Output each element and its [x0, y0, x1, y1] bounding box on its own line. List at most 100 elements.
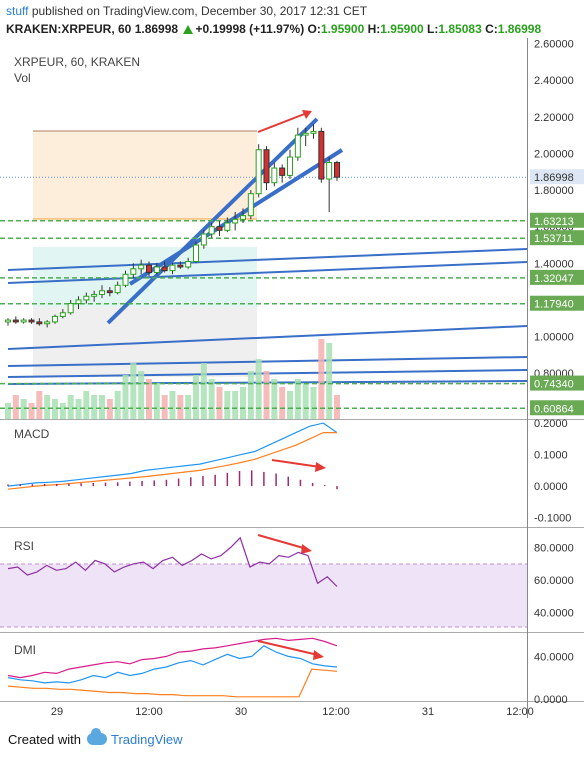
candle-body	[161, 266, 168, 272]
volume-bar	[83, 391, 90, 419]
macd-legend: MACD	[14, 427, 50, 441]
arrow-head-icon	[313, 650, 324, 660]
last-price: 1.86998	[134, 22, 179, 36]
price-axis-label: 2.00000	[534, 148, 574, 160]
volume-bar	[216, 387, 223, 419]
price-level-label-bg	[530, 400, 584, 416]
candle-body	[99, 290, 105, 295]
volume-bar	[326, 343, 333, 419]
candle-body	[44, 321, 51, 325]
publish-info: stuff published on TradingView.com, Dece…	[6, 4, 367, 18]
volume-bar	[5, 403, 11, 419]
time-axis-label: 12:00	[135, 706, 163, 718]
close-label: C:	[485, 22, 498, 36]
candle-body	[287, 156, 293, 176]
volume-bar	[12, 395, 19, 419]
candle-body	[12, 319, 19, 323]
volume-bar	[153, 383, 160, 419]
tradingview-logo-icon	[86, 728, 107, 745]
publish-text: published on TradingView.com, December 3…	[31, 4, 368, 18]
candle-body	[200, 233, 207, 246]
rsi-axis-label: 80.0000	[534, 543, 574, 555]
candle-body	[310, 130, 317, 134]
volume-bar	[122, 375, 129, 419]
volume-bar	[44, 395, 51, 419]
trendline-2[interactable]	[7, 261, 528, 284]
volume-bar	[310, 387, 317, 419]
rsi-legend: RSI	[14, 539, 34, 553]
rsi-series-line	[7, 536, 338, 587]
candle-body	[232, 218, 239, 224]
symbol-label: KRAKEN:XRPEUR, 60	[6, 22, 132, 36]
arrow-head-icon	[315, 462, 326, 472]
rsi-axis-label: 60.0000	[534, 575, 574, 587]
tradingview-link[interactable]: TradingView	[110, 732, 183, 747]
volume-bar	[279, 387, 286, 419]
volume-bar	[271, 379, 278, 419]
candle-body	[208, 226, 215, 235]
candle-body	[5, 319, 11, 323]
trendline-1[interactable]	[7, 248, 528, 271]
candle-body	[177, 264, 184, 268]
candle-body	[224, 222, 231, 231]
divergence-arrow-macd	[271, 459, 321, 468]
volume-bar	[318, 339, 325, 419]
volume-bar	[130, 363, 137, 419]
volume-bar	[302, 383, 309, 419]
open-value: 1.95900	[320, 22, 365, 36]
channel-lower-line[interactable]	[128, 148, 344, 286]
footer: Created with TradingView	[8, 728, 183, 747]
candle-body	[28, 319, 35, 323]
volume-bar	[185, 395, 192, 419]
price-axis-label: 2.40000	[534, 75, 574, 87]
volume-bar	[177, 395, 184, 419]
chart-area[interactable]: 2.600002.400002.200002.000001.800001.600…	[0, 0, 584, 718]
volume-bar	[91, 395, 98, 419]
candle-body	[36, 321, 43, 325]
divergence-arrow-dmi	[257, 640, 319, 656]
volume-bar	[52, 399, 58, 419]
price-axis-label: 1.00000	[534, 332, 574, 344]
candle-body	[122, 273, 129, 286]
close-value: 1.86998	[497, 22, 542, 36]
candle-body	[240, 215, 246, 220]
volume-bar	[138, 371, 145, 419]
main-legend-title: XRPEUR, 60, KRAKEN	[14, 55, 140, 69]
candle-body	[216, 226, 223, 231]
macd-axis-label: 0.2000	[534, 418, 568, 430]
volume-bar	[208, 379, 215, 419]
price-level-label-bg	[530, 269, 584, 285]
volume-bar	[169, 391, 176, 419]
macd-axis-label: 0.1000	[534, 450, 568, 462]
macd-axis-label: -0.1000	[534, 513, 571, 525]
volume-bar	[146, 379, 152, 419]
price-axis-label: 1.40000	[534, 258, 574, 270]
volume-bar	[28, 403, 35, 419]
candle-body	[91, 293, 98, 297]
candle-body	[146, 264, 152, 273]
trendline-4[interactable]	[7, 356, 528, 367]
volume-bar	[334, 395, 340, 419]
candle-body	[318, 130, 325, 180]
candle-body	[247, 193, 254, 217]
price-level-label: 1.63213	[534, 216, 574, 228]
volume-bar	[36, 391, 43, 419]
price-level-label-bg	[530, 295, 584, 311]
price-level-label: 1.32047	[534, 273, 574, 285]
price-axis-label: 2.20000	[534, 112, 574, 124]
created-with-text: Created with	[8, 732, 81, 747]
last-price-label-bg	[530, 169, 584, 185]
candle-body	[114, 284, 121, 294]
volume-bar	[247, 371, 254, 419]
macd-series-line	[7, 432, 337, 490]
candle-body	[130, 268, 137, 275]
volume-bar	[255, 359, 262, 419]
trendline-3[interactable]	[7, 325, 528, 350]
volume-bar	[232, 391, 239, 419]
fib-zone-upper	[33, 131, 257, 219]
candle-body	[334, 162, 340, 178]
user-link[interactable]: stuff	[6, 4, 29, 18]
price-level-label-bg	[530, 212, 584, 228]
candle-body	[20, 319, 27, 323]
volume-bar	[161, 395, 168, 419]
